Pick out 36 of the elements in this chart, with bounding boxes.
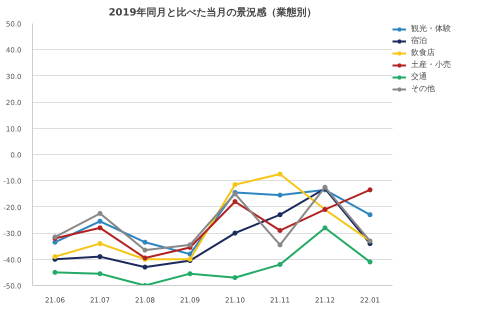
point bbox=[278, 228, 282, 233]
point bbox=[278, 192, 282, 198]
legend-label: 観光・体験 bbox=[411, 23, 451, 34]
point bbox=[98, 271, 102, 276]
legend-label: その他 bbox=[411, 83, 435, 94]
point bbox=[278, 172, 282, 177]
point bbox=[232, 199, 238, 204]
legend-label: 宿泊 bbox=[411, 35, 428, 46]
point bbox=[232, 182, 238, 188]
legend-label: 飲食店 bbox=[411, 47, 435, 58]
point bbox=[98, 254, 102, 260]
point bbox=[278, 262, 282, 268]
point bbox=[368, 187, 372, 192]
point bbox=[98, 210, 102, 216]
point bbox=[98, 218, 102, 224]
point bbox=[142, 264, 148, 270]
point bbox=[98, 225, 102, 230]
point bbox=[98, 241, 102, 246]
point bbox=[52, 254, 58, 260]
point bbox=[142, 248, 148, 253]
chart-title: 2019年同月と比べた当月の景況感（業態別） bbox=[108, 6, 316, 18]
point bbox=[278, 212, 282, 218]
point bbox=[52, 270, 58, 275]
point bbox=[322, 225, 328, 230]
point bbox=[232, 230, 238, 236]
point bbox=[188, 242, 192, 248]
point bbox=[52, 240, 58, 245]
point bbox=[368, 212, 372, 218]
point bbox=[142, 240, 148, 245]
legend-label: 交通 bbox=[411, 71, 428, 82]
point bbox=[188, 271, 192, 276]
legend-label: 土産・小売 bbox=[411, 59, 451, 70]
point bbox=[188, 252, 192, 257]
point bbox=[232, 275, 238, 280]
point bbox=[368, 259, 372, 264]
point bbox=[278, 242, 282, 248]
